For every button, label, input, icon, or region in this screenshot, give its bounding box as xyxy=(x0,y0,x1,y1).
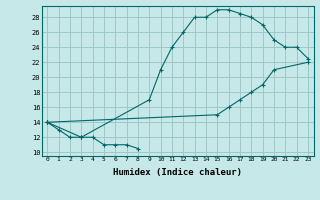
X-axis label: Humidex (Indice chaleur): Humidex (Indice chaleur) xyxy=(113,168,242,177)
